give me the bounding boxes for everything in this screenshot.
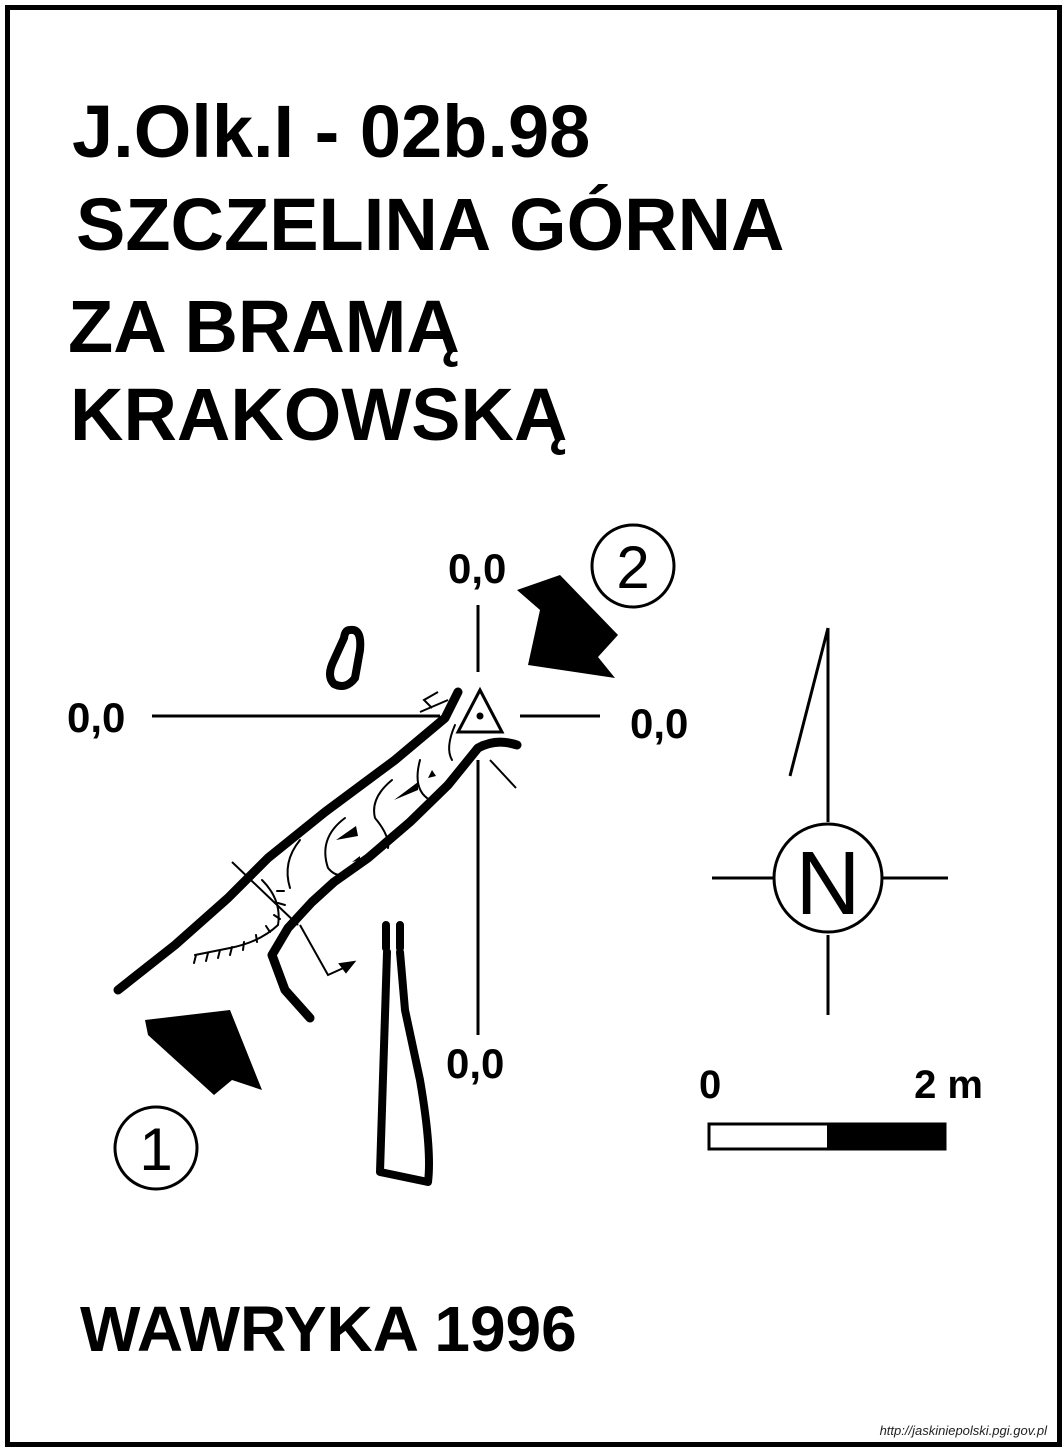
north-label: N bbox=[796, 834, 861, 934]
entrance-2-marker: 2 bbox=[590, 523, 676, 609]
survey-point-icon bbox=[455, 686, 505, 734]
scale-bar: 0 2 m bbox=[699, 1063, 983, 1151]
datum-label-right: 0,0 bbox=[630, 700, 688, 747]
section-cut-marks bbox=[231, 691, 517, 977]
datum-label-bottom: 0,0 bbox=[446, 1040, 504, 1087]
cave-passage-walls bbox=[113, 687, 522, 1023]
scale-start-label: 0 bbox=[699, 1063, 721, 1107]
source-url[interactable]: http://jaskiniepolski.pgi.gov.pl bbox=[879, 1423, 1047, 1438]
cave-floor-details bbox=[193, 724, 456, 964]
cave-name-line-2: ZA BRAMĄ bbox=[68, 285, 460, 368]
entrance-2-number: 2 bbox=[616, 534, 649, 601]
entrance-2-arrow-icon bbox=[517, 575, 618, 678]
cave-name-line-1: SZCZELINA GÓRNA bbox=[76, 183, 785, 266]
boulder-outline bbox=[326, 625, 365, 690]
datum-label-left: 0,0 bbox=[67, 694, 125, 741]
datum-crosshair bbox=[152, 605, 600, 1035]
north-compass: N bbox=[712, 627, 948, 1015]
entrance-1-arrow-icon bbox=[145, 1010, 262, 1095]
rock-pillar-outline bbox=[376, 921, 433, 1186]
cave-code: J.Olk.I - 02b.98 bbox=[72, 90, 591, 173]
datum-label-top: 0,0 bbox=[448, 545, 506, 592]
cave-floor-markers bbox=[336, 770, 436, 862]
entrance-1-marker: 1 bbox=[113, 1105, 199, 1191]
scale-end-label: 2 m bbox=[914, 1063, 983, 1107]
entrance-1-number: 1 bbox=[139, 1116, 172, 1183]
cave-name-line-3: KRAKOWSKĄ bbox=[70, 373, 568, 456]
author-year: WAWRYKA 1996 bbox=[80, 1293, 577, 1365]
map-frame bbox=[5, 5, 1062, 1447]
